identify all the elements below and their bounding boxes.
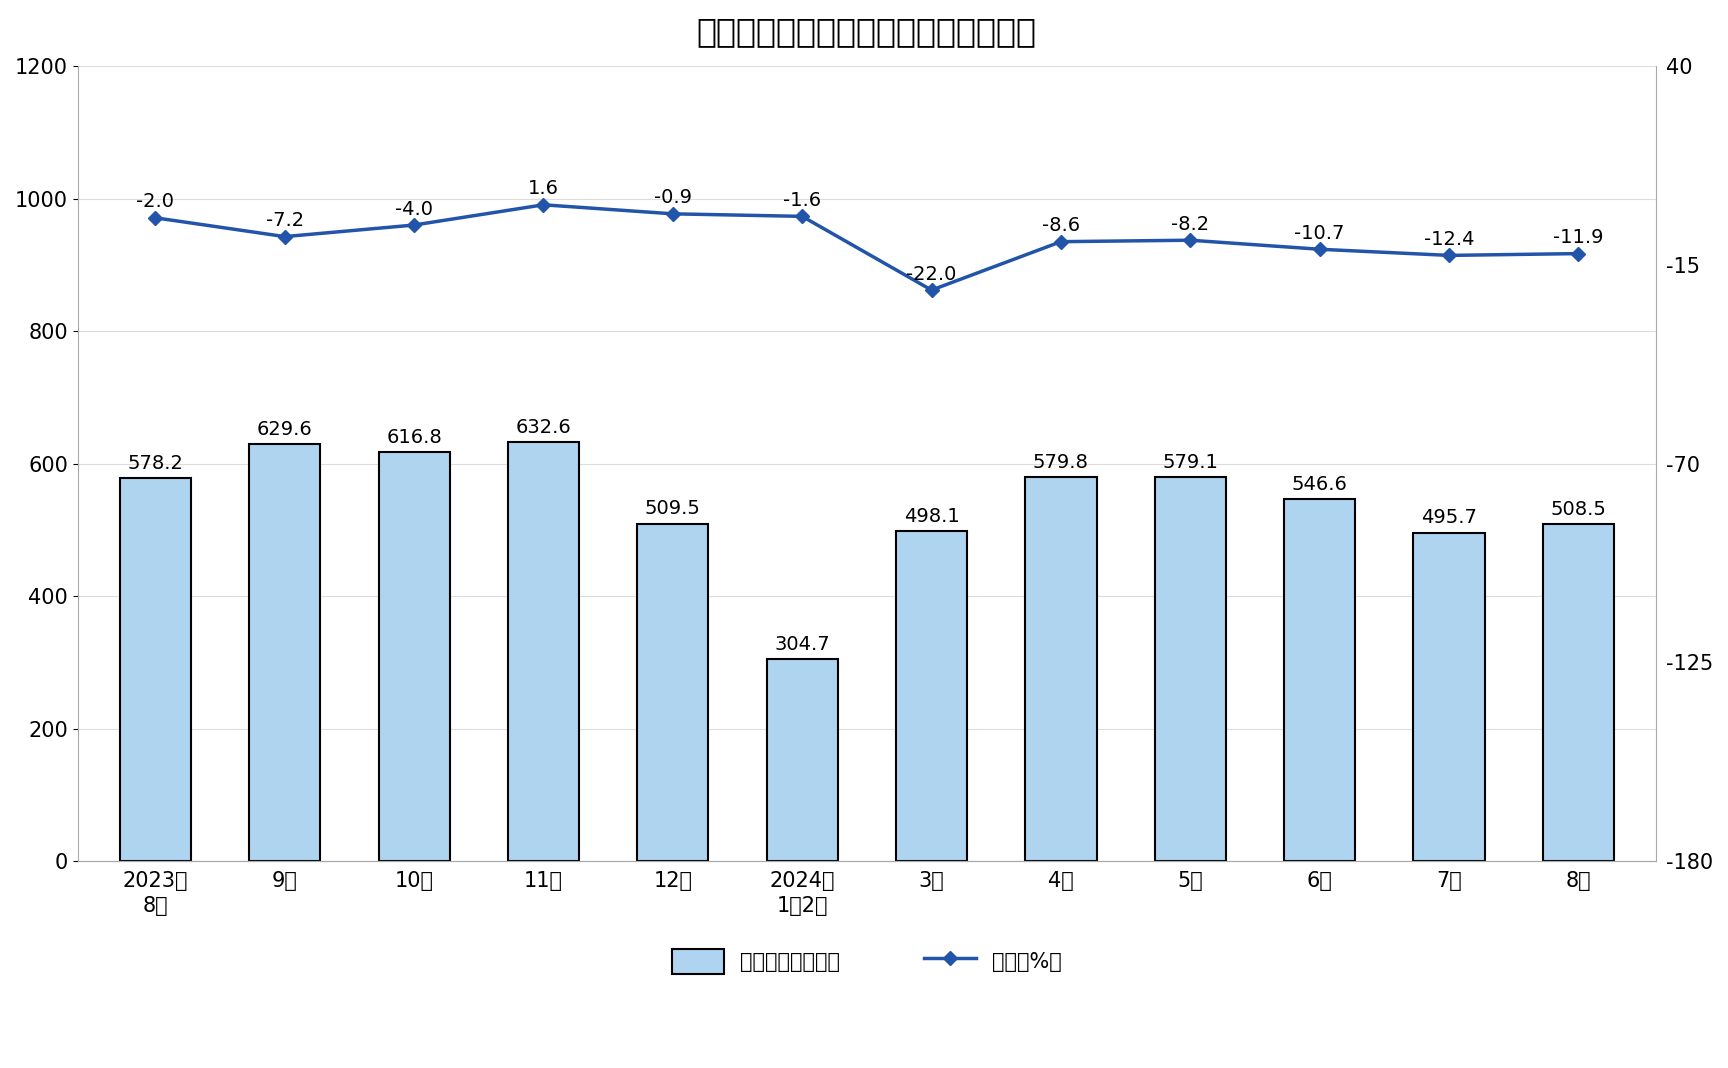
Title: 规模以上工业水泥同比增速及日均产量: 规模以上工业水泥同比增速及日均产量 <box>696 15 1037 48</box>
Text: 632.6: 632.6 <box>515 418 572 437</box>
Text: 509.5: 509.5 <box>645 499 702 518</box>
Bar <box>119 478 190 861</box>
Text: -4.0: -4.0 <box>396 200 434 219</box>
Text: -7.2: -7.2 <box>266 211 304 230</box>
Text: -12.4: -12.4 <box>1424 230 1474 249</box>
Text: -8.6: -8.6 <box>1042 216 1080 235</box>
Bar <box>1154 477 1225 861</box>
Bar <box>1543 524 1614 861</box>
Text: 579.8: 579.8 <box>1033 453 1089 472</box>
Text: -22.0: -22.0 <box>907 265 957 284</box>
Text: 616.8: 616.8 <box>385 428 442 447</box>
Text: -1.6: -1.6 <box>783 191 821 209</box>
Text: 629.6: 629.6 <box>257 420 313 439</box>
Text: 1.6: 1.6 <box>529 179 558 199</box>
Bar <box>249 444 320 861</box>
Text: -10.7: -10.7 <box>1294 224 1344 242</box>
Bar <box>638 523 708 861</box>
Text: 546.6: 546.6 <box>1293 474 1348 493</box>
Text: 495.7: 495.7 <box>1420 508 1477 528</box>
Legend: 日均产量（万吨）, 增速（%）: 日均产量（万吨）, 增速（%） <box>672 948 1063 974</box>
Text: 508.5: 508.5 <box>1550 500 1607 519</box>
Bar <box>378 453 449 861</box>
Text: 579.1: 579.1 <box>1163 453 1218 472</box>
Text: -11.9: -11.9 <box>1553 229 1604 247</box>
Bar <box>897 531 968 861</box>
Text: 578.2: 578.2 <box>128 454 183 473</box>
Bar <box>1025 477 1097 861</box>
Text: -2.0: -2.0 <box>137 192 175 211</box>
Text: -0.9: -0.9 <box>653 188 691 207</box>
Text: 498.1: 498.1 <box>904 507 959 525</box>
Text: -8.2: -8.2 <box>1172 215 1210 234</box>
Bar <box>508 442 579 861</box>
Bar <box>1284 499 1355 861</box>
Text: 304.7: 304.7 <box>774 635 829 654</box>
Bar <box>767 659 838 861</box>
Bar <box>1414 533 1484 861</box>
